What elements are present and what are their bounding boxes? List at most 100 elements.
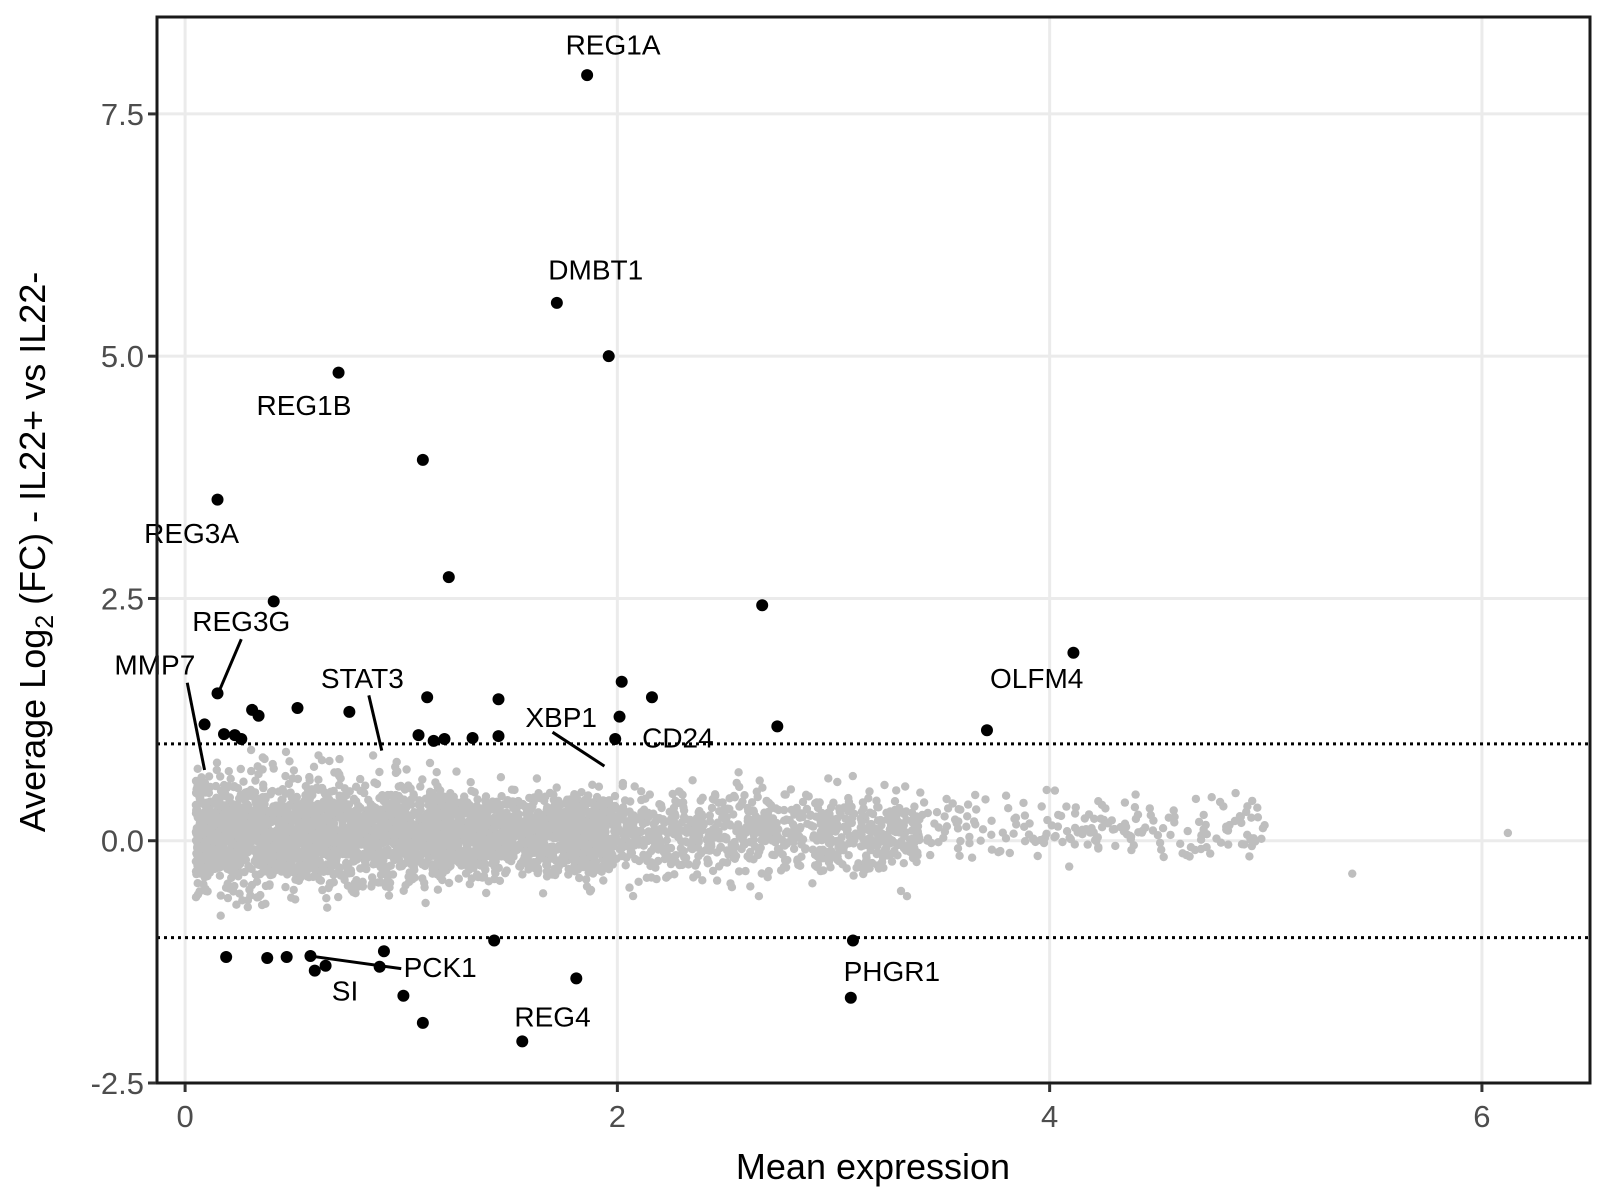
background-gene-point	[262, 867, 271, 876]
background-gene-point	[1103, 819, 1113, 828]
background-gene-point	[242, 830, 252, 840]
background-gene-point	[335, 843, 345, 852]
background-gene-point	[1009, 829, 1018, 838]
background-gene-point	[740, 791, 749, 800]
y-tick-label: 7.5	[101, 97, 144, 132]
background-gene-point	[956, 836, 965, 846]
background-gene-point	[719, 805, 728, 814]
background-gene-point	[816, 866, 825, 876]
background-gene-point	[801, 790, 811, 799]
gene-label: DMBT1	[548, 254, 643, 285]
background-gene-point	[567, 851, 576, 860]
background-gene-point	[216, 772, 225, 781]
background-gene-point	[239, 794, 248, 804]
background-gene-point	[857, 807, 866, 817]
background-gene-point	[235, 889, 244, 898]
background-gene-point	[432, 861, 441, 871]
gene-labels: REG1A DMBT1 REG1B REG3A REG3G MMP7 STAT3 XBP1 CD…	[114, 29, 1083, 1032]
background-gene-point	[423, 846, 432, 855]
background-gene-point	[232, 869, 241, 878]
background-gene-point	[243, 801, 253, 810]
background-gene-point	[252, 877, 262, 886]
background-gene-point	[534, 839, 543, 848]
background-gene-point	[1126, 832, 1136, 841]
background-gene-point	[503, 796, 512, 805]
background-gene-point	[234, 841, 243, 850]
background-gene-point	[681, 853, 691, 863]
background-gene-point	[625, 883, 634, 892]
background-gene-point	[645, 834, 655, 844]
background-gene-point	[281, 882, 290, 892]
background-gene-point	[497, 832, 507, 842]
background-gene-point	[962, 822, 971, 831]
background-gene-point	[953, 844, 963, 853]
background-gene-point	[253, 762, 262, 771]
background-gene-point	[1019, 822, 1029, 831]
background-gene-point	[569, 807, 578, 816]
gene-label: CD24	[642, 722, 714, 753]
background-gene-point	[364, 847, 374, 856]
background-gene-point	[368, 873, 377, 882]
background-gene-point	[425, 791, 434, 800]
background-gene-point	[271, 859, 280, 869]
significant-gene-point	[844, 991, 857, 1004]
background-gene-point	[651, 817, 660, 827]
background-gene-point	[1084, 810, 1094, 819]
background-gene-point	[733, 820, 743, 829]
background-gene-point	[1037, 802, 1046, 811]
background-gene-point	[560, 852, 570, 862]
background-gene-point	[496, 773, 506, 782]
background-gene-point	[630, 782, 639, 791]
background-gene-point	[782, 839, 791, 849]
background-gene-point	[1248, 796, 1257, 806]
background-gene-point	[590, 832, 599, 841]
background-gene-point	[665, 807, 674, 816]
significant-gene-point	[609, 732, 622, 745]
background-gene-point	[1251, 837, 1260, 846]
background-gene-point	[1042, 829, 1051, 838]
background-gene-point	[283, 870, 292, 879]
background-gene-point	[312, 783, 322, 792]
background-gene-point	[634, 835, 643, 844]
background-gene-point	[789, 838, 798, 847]
gene-label: SI	[332, 975, 358, 1006]
background-gene-point	[545, 806, 555, 816]
background-gene-point	[1110, 824, 1119, 834]
background-gene-point	[913, 826, 922, 835]
background-gene-point	[652, 874, 661, 884]
significant-gene-point	[211, 687, 224, 700]
background-gene-point	[219, 780, 229, 790]
background-gene-point	[852, 863, 861, 872]
background-gene-point	[573, 833, 582, 843]
background-gene-point	[843, 807, 853, 816]
background-gene-point	[844, 851, 853, 860]
background-gene-point	[245, 864, 254, 873]
background-gene-point	[483, 841, 492, 850]
background-gene-point	[252, 833, 262, 842]
background-gene-point	[199, 822, 208, 831]
background-gene-point	[311, 805, 320, 815]
background-gene-point	[1029, 834, 1038, 843]
background-gene-point	[872, 796, 881, 805]
background-gene-point	[432, 768, 441, 777]
background-gene-point	[766, 835, 776, 844]
background-gene-point	[360, 788, 369, 798]
background-gene-point	[254, 892, 263, 902]
significant-gene-point	[397, 989, 410, 1002]
background-gene-point	[884, 837, 893, 847]
background-gene-point	[712, 876, 722, 885]
background-gene-point	[847, 818, 856, 828]
background-gene-point	[453, 823, 462, 832]
background-gene-point	[820, 818, 829, 827]
x-axis-ticks: 0 2 4 6	[176, 1084, 1491, 1134]
background-gene-point	[280, 826, 289, 835]
significant-gene-point	[416, 1016, 429, 1029]
background-gene-point	[1148, 826, 1158, 835]
background-gene-point	[892, 786, 901, 795]
background-gene-point	[1012, 820, 1021, 829]
background-gene-point	[466, 778, 475, 787]
background-gene-point	[865, 787, 874, 796]
background-gene-point	[465, 860, 474, 869]
background-gene-point	[877, 821, 886, 830]
background-gene-point	[447, 793, 456, 802]
